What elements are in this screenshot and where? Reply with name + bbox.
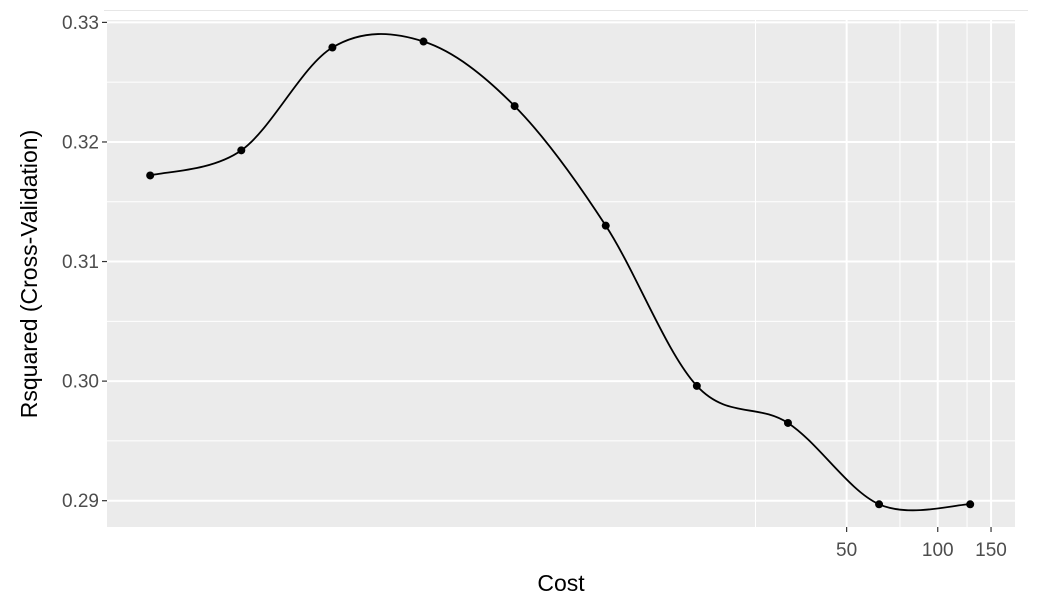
data-point bbox=[419, 37, 428, 46]
data-points bbox=[146, 37, 975, 509]
y-tick-label: 0.31 bbox=[62, 252, 99, 273]
data-point bbox=[601, 221, 610, 230]
data-point bbox=[875, 500, 884, 509]
data-point bbox=[966, 500, 975, 509]
y-tick-label: 0.32 bbox=[62, 132, 99, 153]
x-axis-title: Cost bbox=[537, 570, 585, 596]
y-tick-label: 0.29 bbox=[62, 491, 99, 512]
x-tick-label: 100 bbox=[922, 540, 954, 561]
data-point bbox=[783, 418, 792, 427]
y-axis-title: Rsquared (Cross-Validation) bbox=[16, 130, 42, 418]
x-axis-tick-labels: 50 100 150 bbox=[836, 540, 1007, 561]
y-tick-label: 0.30 bbox=[62, 372, 99, 393]
y-axis-tick-labels: 0.29 0.30 0.31 0.32 0.33 bbox=[62, 13, 99, 512]
series-layer bbox=[149, 33, 971, 512]
x-tick-label: 150 bbox=[975, 540, 1007, 561]
data-point bbox=[692, 381, 701, 390]
data-point bbox=[510, 102, 519, 111]
top-divider bbox=[104, 10, 1028, 11]
y-tick-label: 0.33 bbox=[62, 13, 99, 34]
axis-ticks bbox=[102, 21, 992, 532]
major-gridlines bbox=[107, 20, 1015, 527]
x-tick-label: 50 bbox=[836, 540, 857, 561]
data-point bbox=[146, 171, 155, 180]
plot-panel bbox=[107, 20, 1015, 527]
series-line bbox=[149, 33, 971, 512]
data-point bbox=[328, 43, 337, 52]
data-point bbox=[237, 146, 246, 155]
minor-gridlines bbox=[107, 20, 1015, 527]
